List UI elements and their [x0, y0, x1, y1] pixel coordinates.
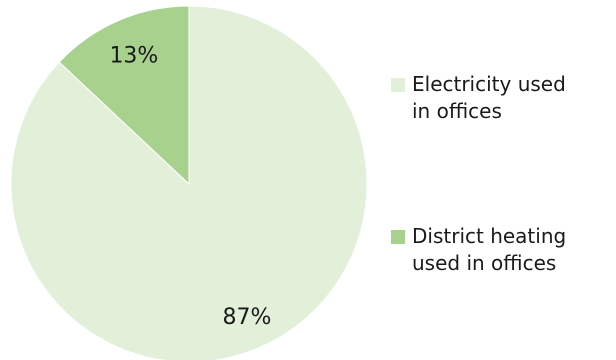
legend-label-2-line-2: used in offices — [412, 251, 556, 275]
pie-data-labels: 87% 13% — [109, 44, 271, 330]
legend: Electricity used in offices District heati… — [391, 72, 566, 275]
legend-swatch-1 — [391, 78, 405, 92]
legend-entry-1: Electricity used in offices — [391, 72, 566, 123]
legend-label-1-line-1: Electricity used — [412, 72, 566, 96]
pie-slices — [10, 5, 368, 360]
pie-slice-2 — [58, 5, 190, 186]
data-label-1: 87% — [223, 305, 272, 330]
legend-swatch-2 — [391, 230, 405, 244]
pie-slice-1 — [10, 5, 368, 360]
legend-label-1-line-2: in offices — [412, 99, 502, 123]
legend-label-2-line-1: District heating — [412, 224, 566, 248]
data-label-2: 13% — [109, 44, 158, 69]
legend-entry-2: District heating used in offices — [391, 224, 566, 275]
